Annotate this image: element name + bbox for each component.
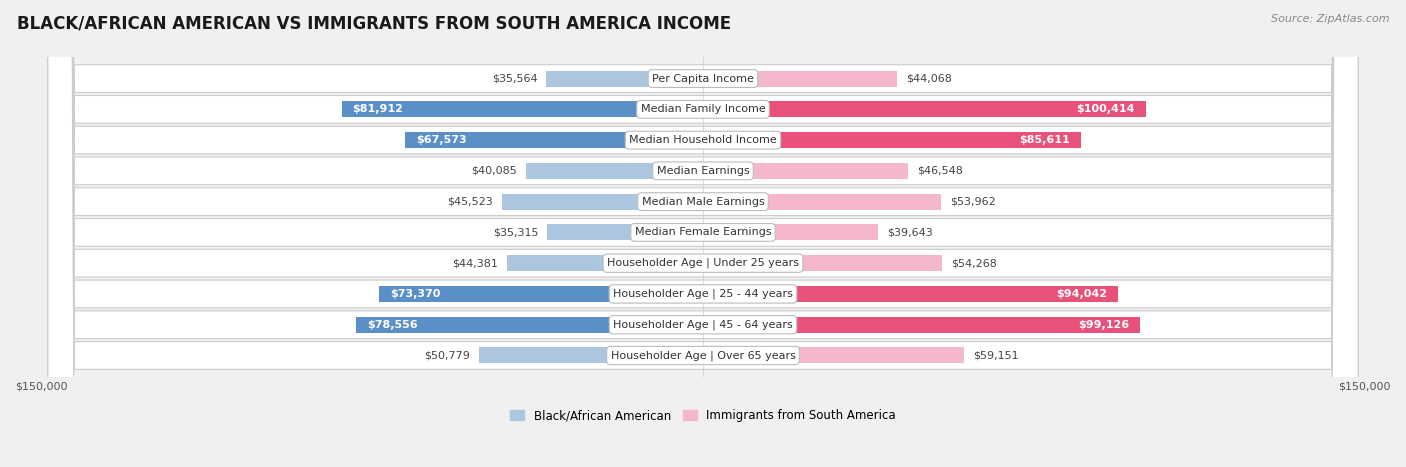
- Text: $44,381: $44,381: [453, 258, 498, 268]
- Bar: [703, 163, 908, 179]
- Bar: [703, 194, 941, 210]
- Bar: [342, 101, 703, 117]
- Text: $46,548: $46,548: [917, 166, 963, 176]
- Text: Median Household Income: Median Household Income: [628, 135, 778, 145]
- Bar: [479, 347, 703, 363]
- Text: $85,611: $85,611: [1019, 135, 1070, 145]
- Bar: [703, 255, 942, 271]
- FancyBboxPatch shape: [48, 0, 1358, 467]
- Text: $59,151: $59,151: [973, 350, 1018, 361]
- Text: $54,268: $54,268: [952, 258, 997, 268]
- FancyBboxPatch shape: [48, 0, 1358, 467]
- Text: $99,126: $99,126: [1078, 320, 1129, 330]
- Text: $53,962: $53,962: [950, 197, 995, 206]
- Text: Median Family Income: Median Family Income: [641, 104, 765, 114]
- Text: $39,643: $39,643: [887, 227, 932, 237]
- Bar: [405, 132, 703, 148]
- Bar: [703, 347, 965, 363]
- Text: $67,573: $67,573: [416, 135, 467, 145]
- Text: Householder Age | 45 - 64 years: Householder Age | 45 - 64 years: [613, 319, 793, 330]
- Text: Householder Age | 25 - 44 years: Householder Age | 25 - 44 years: [613, 289, 793, 299]
- Bar: [547, 225, 703, 241]
- FancyBboxPatch shape: [48, 0, 1358, 467]
- Bar: [502, 194, 703, 210]
- Text: Per Capita Income: Per Capita Income: [652, 74, 754, 84]
- Bar: [703, 101, 1146, 117]
- Bar: [703, 132, 1081, 148]
- FancyBboxPatch shape: [48, 0, 1358, 467]
- Bar: [508, 255, 703, 271]
- Bar: [546, 71, 703, 86]
- Text: $100,414: $100,414: [1077, 104, 1135, 114]
- Text: $78,556: $78,556: [367, 320, 418, 330]
- Text: $40,085: $40,085: [471, 166, 517, 176]
- Bar: [703, 225, 877, 241]
- Bar: [703, 71, 897, 86]
- FancyBboxPatch shape: [48, 0, 1358, 467]
- Text: Householder Age | Over 65 years: Householder Age | Over 65 years: [610, 350, 796, 361]
- Text: BLACK/AFRICAN AMERICAN VS IMMIGRANTS FROM SOUTH AMERICA INCOME: BLACK/AFRICAN AMERICAN VS IMMIGRANTS FRO…: [17, 14, 731, 32]
- FancyBboxPatch shape: [48, 0, 1358, 467]
- Text: Median Female Earnings: Median Female Earnings: [634, 227, 772, 237]
- Legend: Black/African American, Immigrants from South America: Black/African American, Immigrants from …: [510, 409, 896, 422]
- Text: Source: ZipAtlas.com: Source: ZipAtlas.com: [1271, 14, 1389, 24]
- Bar: [526, 163, 703, 179]
- FancyBboxPatch shape: [48, 0, 1358, 467]
- Text: $50,779: $50,779: [425, 350, 470, 361]
- FancyBboxPatch shape: [48, 0, 1358, 467]
- Text: $94,042: $94,042: [1056, 289, 1107, 299]
- Text: $35,564: $35,564: [492, 74, 537, 84]
- Bar: [357, 317, 703, 333]
- Text: $35,315: $35,315: [494, 227, 538, 237]
- Text: $44,068: $44,068: [907, 74, 952, 84]
- Bar: [703, 317, 1140, 333]
- Text: Median Earnings: Median Earnings: [657, 166, 749, 176]
- Text: Median Male Earnings: Median Male Earnings: [641, 197, 765, 206]
- Text: $81,912: $81,912: [353, 104, 404, 114]
- FancyBboxPatch shape: [48, 0, 1358, 467]
- Bar: [380, 286, 703, 302]
- Bar: [703, 286, 1118, 302]
- Text: $45,523: $45,523: [447, 197, 494, 206]
- Text: Householder Age | Under 25 years: Householder Age | Under 25 years: [607, 258, 799, 269]
- Text: $73,370: $73,370: [391, 289, 440, 299]
- FancyBboxPatch shape: [48, 0, 1358, 467]
